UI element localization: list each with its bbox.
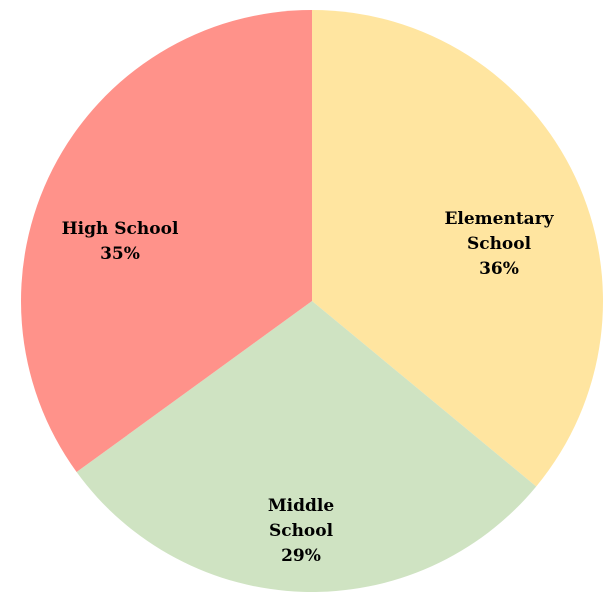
data-label-category: Middle <box>268 496 335 516</box>
pie-slice-high-school <box>21 10 312 473</box>
pie-slice-elementary-school <box>312 10 604 487</box>
data-label-value: 29% <box>281 546 321 566</box>
data-label-value: 35% <box>100 244 140 264</box>
data-label-category: School <box>269 521 334 541</box>
data-label-elementary-school: Elementary School 36% <box>444 209 554 279</box>
pie-slice-middle-school <box>76 301 537 592</box>
data-label-category: Elementary <box>444 209 554 229</box>
pie-labels: Elementary School 36% Middle School 29% High S… <box>62 209 555 566</box>
data-label-high-school: High School 35% <box>62 219 179 264</box>
data-label-middle-school: Middle School 29% <box>268 496 335 566</box>
data-label-value: 36% <box>479 259 519 279</box>
data-label-category: High School <box>62 219 179 239</box>
pie-slices <box>21 10 604 592</box>
data-label-category: School <box>467 234 532 254</box>
